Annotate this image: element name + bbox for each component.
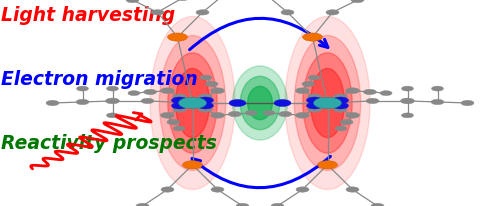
Circle shape — [271, 203, 284, 206]
Circle shape — [431, 99, 444, 105]
Circle shape — [274, 99, 291, 107]
Circle shape — [281, 10, 294, 15]
Circle shape — [167, 119, 180, 125]
Circle shape — [302, 33, 322, 41]
Circle shape — [210, 112, 224, 118]
Circle shape — [296, 187, 309, 192]
Circle shape — [151, 10, 164, 15]
Ellipse shape — [240, 76, 280, 130]
Circle shape — [335, 126, 347, 131]
Circle shape — [314, 97, 342, 109]
Circle shape — [308, 94, 322, 99]
Circle shape — [182, 161, 203, 169]
Circle shape — [196, 10, 209, 15]
Circle shape — [200, 75, 212, 80]
Circle shape — [229, 99, 246, 107]
Circle shape — [308, 75, 320, 80]
Circle shape — [332, 97, 348, 104]
Circle shape — [160, 88, 174, 94]
Circle shape — [461, 100, 474, 106]
Circle shape — [400, 98, 414, 104]
Circle shape — [198, 94, 212, 99]
Circle shape — [380, 91, 392, 96]
Circle shape — [161, 187, 174, 192]
Circle shape — [296, 88, 310, 94]
Circle shape — [326, 10, 339, 15]
Circle shape — [172, 97, 188, 104]
Ellipse shape — [150, 16, 235, 190]
Circle shape — [334, 94, 347, 99]
Circle shape — [308, 107, 322, 112]
Circle shape — [402, 86, 413, 91]
Circle shape — [173, 126, 185, 131]
Circle shape — [211, 187, 224, 192]
Circle shape — [126, 0, 139, 3]
Circle shape — [106, 98, 120, 104]
Circle shape — [236, 203, 249, 206]
Circle shape — [205, 81, 218, 87]
Ellipse shape — [294, 35, 360, 171]
Ellipse shape — [248, 86, 272, 120]
Circle shape — [296, 112, 310, 118]
Circle shape — [402, 113, 413, 118]
Ellipse shape — [303, 53, 352, 153]
Text: Reactivity prospects: Reactivity prospects — [1, 134, 217, 153]
Circle shape — [141, 98, 154, 104]
Circle shape — [346, 88, 360, 94]
Circle shape — [128, 91, 140, 96]
Circle shape — [172, 102, 188, 109]
Circle shape — [278, 111, 291, 117]
Ellipse shape — [168, 53, 217, 153]
Circle shape — [432, 86, 444, 91]
Circle shape — [332, 102, 348, 109]
Circle shape — [346, 187, 359, 192]
Ellipse shape — [285, 16, 370, 190]
Circle shape — [46, 100, 59, 106]
Circle shape — [178, 97, 206, 109]
Circle shape — [144, 89, 156, 95]
Ellipse shape — [232, 66, 287, 140]
Circle shape — [76, 99, 89, 105]
Circle shape — [306, 97, 322, 104]
Ellipse shape — [176, 68, 210, 138]
Circle shape — [160, 112, 174, 118]
Circle shape — [76, 86, 88, 91]
Circle shape — [371, 203, 384, 206]
Circle shape — [176, 0, 189, 1]
Circle shape — [106, 86, 118, 91]
Circle shape — [198, 102, 214, 109]
Circle shape — [228, 111, 241, 117]
Text: Light harvesting: Light harvesting — [1, 6, 175, 25]
Circle shape — [263, 110, 275, 115]
Circle shape — [351, 0, 364, 3]
Circle shape — [334, 107, 347, 112]
Circle shape — [198, 107, 212, 112]
Circle shape — [198, 97, 214, 104]
Circle shape — [364, 89, 376, 95]
Circle shape — [340, 119, 353, 125]
Ellipse shape — [310, 68, 344, 138]
Circle shape — [210, 88, 224, 94]
Circle shape — [346, 112, 360, 118]
Circle shape — [302, 81, 315, 87]
Circle shape — [172, 107, 186, 112]
Circle shape — [168, 33, 188, 41]
Circle shape — [172, 94, 186, 99]
Circle shape — [136, 203, 149, 206]
Circle shape — [318, 161, 338, 169]
Text: Electron migration: Electron migration — [1, 70, 198, 89]
Ellipse shape — [160, 35, 226, 171]
Circle shape — [106, 113, 118, 118]
Circle shape — [245, 110, 257, 115]
Circle shape — [306, 102, 322, 109]
Circle shape — [366, 98, 379, 104]
